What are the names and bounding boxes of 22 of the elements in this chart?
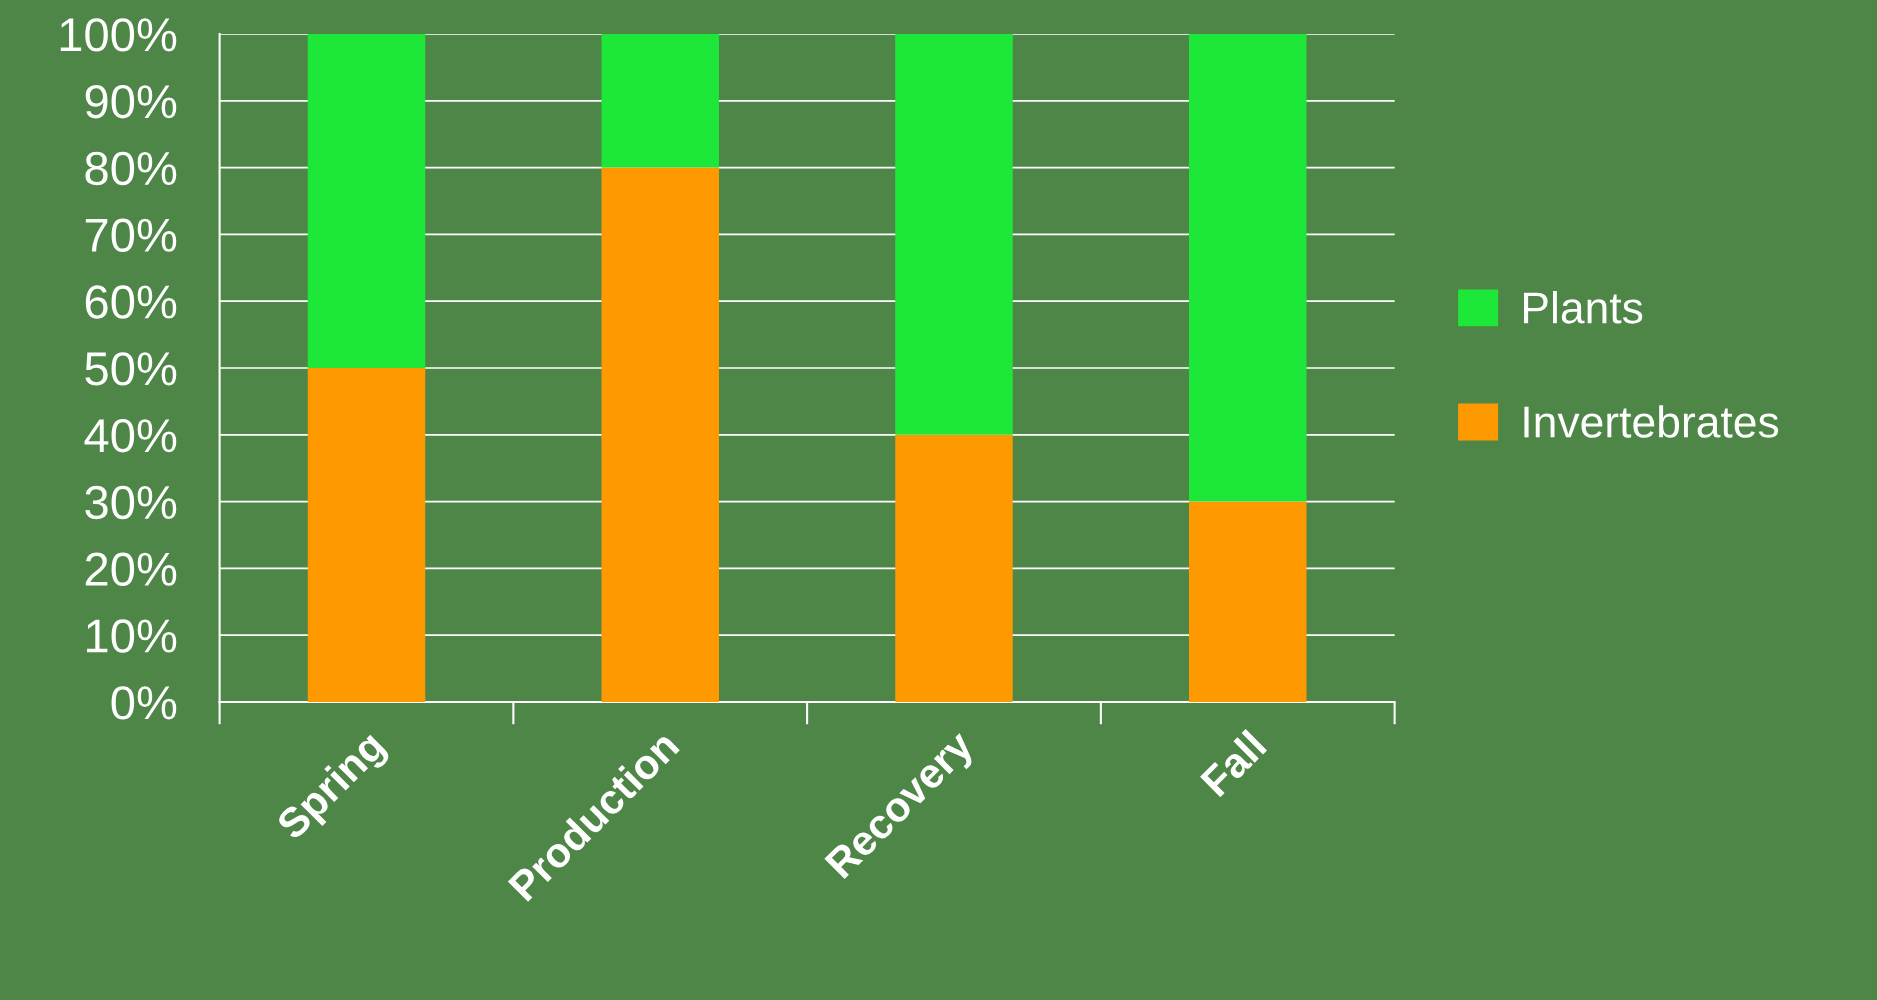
bar [307, 368, 426, 702]
y-tick-label: 70% [85, 218, 177, 252]
bar [895, 34, 1013, 435]
bar [601, 34, 719, 168]
y-tick-label: 40% [84, 418, 177, 453]
y-tick-label: 20% [85, 552, 177, 586]
y-tick-label: 90% [85, 84, 177, 119]
y-tick-label: 100% [60, 18, 177, 52]
y-tick-label: 60% [85, 285, 177, 319]
legend-label: Plants [1523, 291, 1643, 324]
y-tick-label: 80% [85, 151, 177, 186]
y-tick-label: 10% [87, 619, 177, 653]
y-tick-label: 30% [85, 485, 177, 520]
x-tick-label: Fall [1198, 729, 1268, 798]
legend-label: Invertebrates [1524, 405, 1779, 438]
y-tick-label: 50% [85, 352, 177, 386]
bar [601, 167, 719, 702]
bar [1188, 501, 1307, 702]
bar [895, 434, 1013, 702]
y-tick-label: 0% [111, 686, 177, 720]
bar [1188, 34, 1307, 502]
bar [307, 34, 426, 368]
